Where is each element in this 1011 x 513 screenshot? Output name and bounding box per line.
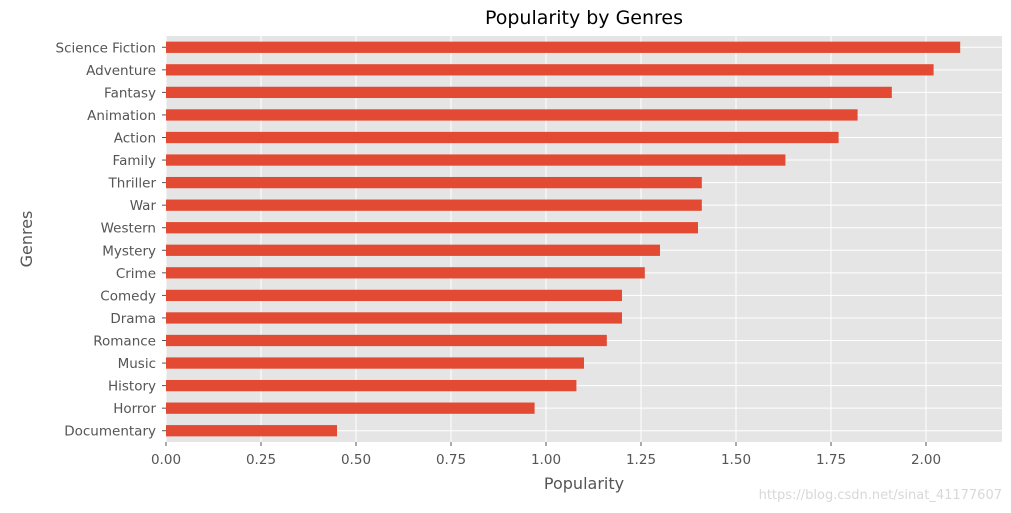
plot-background	[166, 36, 1002, 442]
y-tick-labels: Science Fiction Adventure Fantasy Animation…	[56, 40, 166, 440]
y-tick-label: Action	[114, 131, 156, 147]
x-tick-label: 1.25	[626, 452, 656, 468]
y-tick-label: Horror	[113, 401, 156, 417]
y-tick-label: Mystery	[102, 243, 156, 259]
y-axis-title: Genres	[17, 211, 36, 268]
bar-thriller	[166, 176, 702, 189]
y-tick-label: Adventure	[86, 63, 156, 79]
y-tick-label: Science Fiction	[56, 40, 156, 56]
x-tick-labels: 0.00 0.25 0.50 0.75 1.00 1.25 1.50 1.75 2.00	[151, 442, 941, 468]
bar-comedy	[166, 289, 622, 302]
bar-animation	[166, 109, 858, 121]
y-tick-label: Documentary	[64, 424, 156, 440]
bars	[166, 41, 961, 437]
x-tick-label: 1.75	[816, 452, 846, 468]
y-tick-label: Animation	[87, 108, 156, 124]
bar-crime	[166, 267, 645, 279]
bar-romance	[166, 334, 607, 347]
y-tick-label: Fantasy	[104, 85, 156, 101]
bar-mystery	[166, 244, 660, 256]
y-tick-label: Family	[113, 153, 156, 169]
y-tick-label: Drama	[110, 311, 156, 327]
x-tick-label: 0.50	[341, 452, 371, 468]
y-tick-label: Romance	[93, 334, 156, 350]
bar-fantasy	[166, 86, 892, 99]
bar-history	[166, 379, 577, 392]
bar-adventure	[166, 64, 934, 76]
x-tick-label: 1.50	[721, 452, 751, 468]
x-axis-title: Popularity	[544, 474, 624, 493]
chart-title: Popularity by Genres	[485, 7, 683, 29]
bar-music	[166, 357, 584, 369]
x-tick-label: 1.00	[531, 452, 561, 468]
bar-family	[166, 154, 786, 166]
y-tick-label: War	[130, 198, 157, 214]
x-tick-label: 2.00	[911, 452, 941, 468]
watermark: https://blog.csdn.net/sinat_41177607	[759, 488, 1002, 503]
y-tick-label: Music	[118, 356, 156, 372]
bar-horror	[166, 402, 535, 414]
bar-documentary	[166, 425, 337, 437]
y-tick-label: Crime	[116, 266, 156, 282]
y-tick-label: Western	[101, 221, 156, 237]
bar-science-fiction	[166, 41, 961, 53]
bar-drama	[166, 312, 622, 324]
y-tick-label: Thriller	[108, 176, 157, 192]
bar-western	[166, 222, 698, 234]
x-tick-label: 0.25	[246, 452, 276, 468]
y-tick-label: Comedy	[100, 288, 156, 304]
bar-action	[166, 131, 839, 144]
x-tick-label: 0.75	[436, 452, 466, 468]
x-tick-label: 0.00	[151, 452, 181, 468]
y-tick-label: History	[108, 379, 156, 395]
bar-war	[166, 199, 702, 211]
